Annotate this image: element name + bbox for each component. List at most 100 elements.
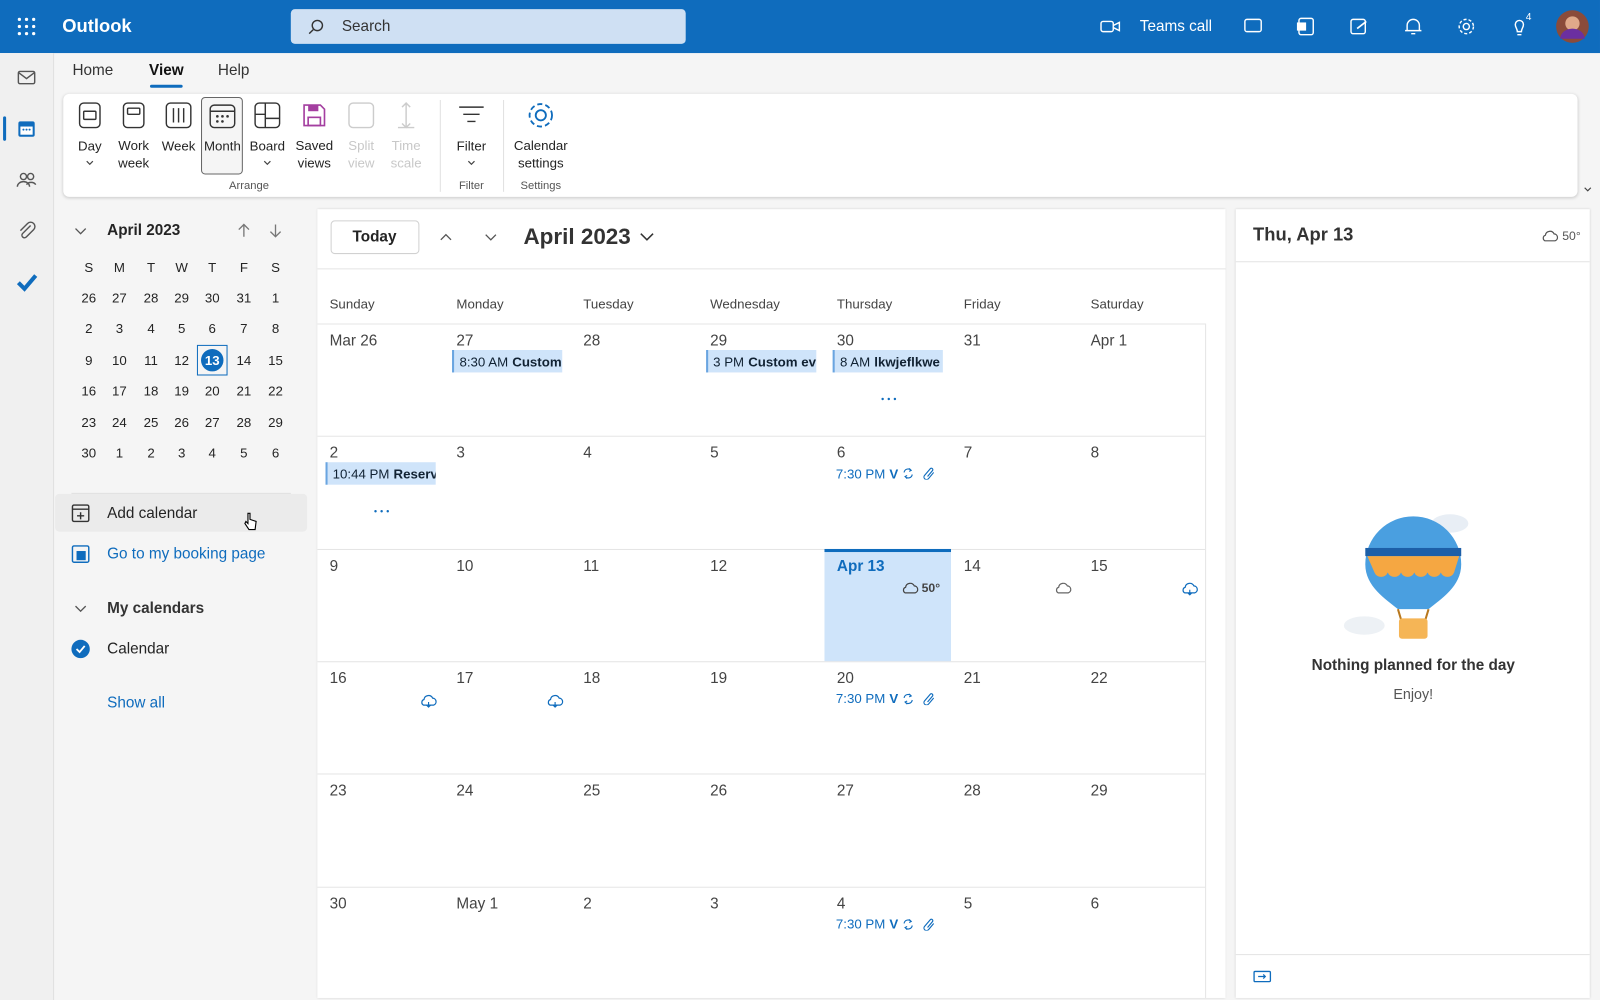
mini-day[interactable]: 1 bbox=[115, 445, 124, 461]
mini-day[interactable]: 6 bbox=[208, 320, 216, 337]
event[interactable]: 7:30 PM V bbox=[831, 688, 947, 710]
more-indicator[interactable] bbox=[373, 509, 389, 513]
next-arrow[interactable] bbox=[485, 233, 497, 241]
ribbon-button-label[interactable]: Day bbox=[77, 138, 102, 154]
day-label[interactable]: 30 bbox=[836, 332, 854, 350]
mini-day[interactable]: 7 bbox=[240, 320, 248, 337]
mini-day[interactable]: 10 bbox=[112, 352, 127, 368]
app-launcher[interactable] bbox=[16, 16, 36, 36]
mini-day[interactable]: 5 bbox=[240, 445, 248, 461]
day-label[interactable]: 10 bbox=[456, 557, 474, 575]
event[interactable]: 10:44 PM Reserv bbox=[325, 462, 436, 485]
ribbon-button-label[interactable]: Saved views bbox=[295, 137, 334, 171]
day-label[interactable]: 7 bbox=[963, 444, 973, 463]
mini-day[interactable]: 17 bbox=[112, 383, 127, 399]
day-label[interactable]: Apr 1 bbox=[1090, 332, 1128, 350]
day-label[interactable]: 28 bbox=[963, 782, 981, 800]
ribbon-button-label[interactable]: Filter bbox=[456, 138, 487, 154]
ribbon-tab[interactable]: Home bbox=[72, 61, 114, 80]
ribbon-tab[interactable]: View bbox=[149, 61, 184, 80]
mini-day[interactable]: 4 bbox=[208, 445, 216, 461]
ribbon-tab[interactable]: Help bbox=[217, 61, 250, 80]
day-label[interactable]: 3 bbox=[710, 894, 719, 913]
day-label[interactable]: 18 bbox=[583, 669, 601, 688]
day-label[interactable]: 6 bbox=[836, 444, 846, 463]
show-all[interactable]: Show all bbox=[107, 694, 166, 712]
header-icon[interactable] bbox=[1243, 16, 1263, 36]
mini-day[interactable]: 30 bbox=[81, 445, 97, 461]
rail-icon[interactable] bbox=[16, 220, 36, 240]
day-label[interactable]: 28 bbox=[583, 332, 601, 350]
day-label[interactable]: 16 bbox=[329, 669, 347, 688]
avatar[interactable] bbox=[1556, 10, 1589, 43]
mini-day[interactable]: 18 bbox=[143, 383, 159, 399]
mini-day[interactable]: 2 bbox=[85, 320, 93, 337]
teams-icon[interactable] bbox=[1100, 19, 1121, 33]
mini-day[interactable]: 30 bbox=[204, 290, 220, 306]
mini-day[interactable]: 29 bbox=[174, 290, 190, 306]
search-box[interactable] bbox=[290, 9, 686, 44]
booking-link[interactable]: Go to my booking page bbox=[107, 545, 266, 563]
mini-day[interactable]: 8 bbox=[271, 320, 280, 337]
rail-icon[interactable] bbox=[16, 169, 37, 189]
today-label[interactable]: Today bbox=[352, 228, 397, 246]
day-label[interactable]: 21 bbox=[963, 669, 981, 688]
more-indicator[interactable] bbox=[881, 397, 897, 401]
mini-day[interactable]: 26 bbox=[81, 290, 97, 306]
event[interactable]: 8 AM lkwjeflkwe bbox=[832, 349, 944, 373]
ribbon-button-label[interactable]: Month bbox=[204, 138, 241, 154]
mini-day[interactable]: 4 bbox=[147, 320, 155, 337]
ribbon-icon[interactable] bbox=[119, 101, 148, 130]
event[interactable]: 3 PM Custom ev bbox=[706, 349, 817, 373]
mini-day[interactable]: 23 bbox=[81, 414, 97, 431]
mini-calendar-title[interactable]: April 2023 bbox=[107, 221, 181, 240]
day-label[interactable]: 26 bbox=[710, 782, 728, 800]
mini-day[interactable]: 28 bbox=[236, 414, 252, 431]
calendar-check[interactable] bbox=[71, 639, 90, 659]
day-label[interactable]: 5 bbox=[710, 444, 719, 463]
mini-day[interactable]: 20 bbox=[204, 383, 220, 399]
mini-day[interactable]: 21 bbox=[236, 383, 252, 399]
day-label[interactable]: 14 bbox=[963, 557, 981, 575]
ribbon-icon[interactable] bbox=[457, 101, 486, 130]
booking-icon[interactable] bbox=[71, 545, 90, 563]
ribbon-button-label[interactable]: Calendar settings bbox=[513, 137, 568, 171]
day-label[interactable]: 2 bbox=[329, 444, 339, 463]
mini-day[interactable]: 12 bbox=[174, 352, 190, 368]
teams-call[interactable]: Teams call bbox=[1139, 17, 1213, 36]
day-label[interactable]: 8 bbox=[1090, 444, 1100, 463]
mini-day[interactable]: 31 bbox=[236, 290, 252, 306]
day-label[interactable]: 11 bbox=[583, 557, 600, 575]
rail-icon[interactable] bbox=[16, 67, 36, 87]
day-label[interactable]: 4 bbox=[836, 894, 846, 913]
mini-day[interactable]: 1 bbox=[271, 290, 280, 306]
mini-day[interactable]: 24 bbox=[112, 414, 127, 431]
prev-arrow[interactable] bbox=[440, 233, 452, 240]
mini-day[interactable]: 6 bbox=[271, 445, 280, 461]
day-label[interactable]: 19 bbox=[710, 669, 728, 688]
mini-day[interactable]: 14 bbox=[236, 352, 252, 368]
my-calendars-chevron[interactable] bbox=[74, 605, 87, 612]
mini-day[interactable]: 13 bbox=[204, 352, 220, 368]
add-calendar-icon[interactable] bbox=[71, 504, 90, 523]
day-label[interactable]: 25 bbox=[583, 782, 601, 800]
day-label[interactable]: 6 bbox=[1090, 894, 1100, 913]
day-label[interactable]: 29 bbox=[1090, 782, 1108, 800]
rail-icon[interactable] bbox=[16, 118, 36, 138]
mini-day[interactable]: 26 bbox=[174, 414, 190, 431]
ribbon-icon[interactable] bbox=[527, 101, 556, 130]
header-icon[interactable] bbox=[1509, 16, 1529, 36]
day-label[interactable]: 3 bbox=[456, 444, 465, 463]
day-label[interactable]: 20 bbox=[836, 669, 854, 688]
day-label[interactable]: 30 bbox=[329, 894, 347, 913]
header-icon[interactable] bbox=[1349, 16, 1369, 36]
day-label[interactable]: 27 bbox=[836, 782, 854, 800]
rail-icon[interactable] bbox=[16, 271, 38, 292]
mini-day[interactable]: 22 bbox=[268, 383, 283, 399]
day-label[interactable]: 12 bbox=[710, 557, 728, 575]
pane-expand[interactable] bbox=[1253, 970, 1272, 983]
ribbon-icon[interactable] bbox=[208, 101, 237, 130]
day-label[interactable]: Apr 13 bbox=[836, 557, 885, 575]
mini-day[interactable]: 3 bbox=[177, 445, 186, 461]
mini-day[interactable]: 2 bbox=[147, 445, 155, 461]
